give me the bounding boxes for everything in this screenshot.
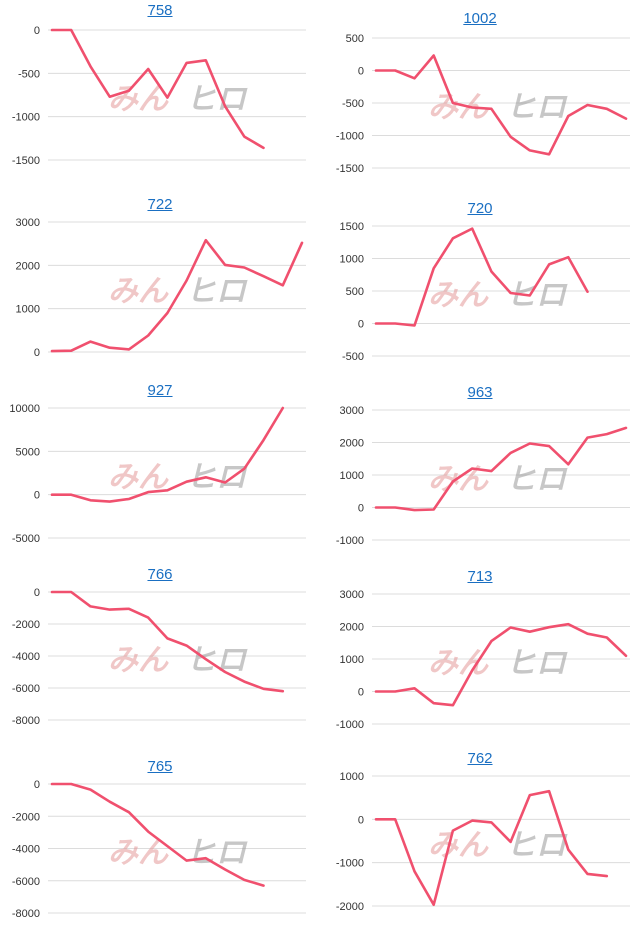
chart-title-link[interactable]: 713 <box>467 568 493 585</box>
y-tick-label: -1000 <box>336 858 364 870</box>
series-line <box>374 227 589 327</box>
chart-title-link[interactable]: 765 <box>147 758 173 775</box>
line-chart: 0 -2000 -4000 -6000 -8000 みん ヒロ <box>12 587 306 727</box>
y-tick-label: -5000 <box>12 533 40 545</box>
y-tick-label: 5000 <box>16 446 40 458</box>
y-tick-label: 1000 <box>340 771 364 783</box>
y-tick-label: 1000 <box>340 470 364 482</box>
y-tick-label: 500 <box>346 33 364 45</box>
chart-title-link[interactable]: 927 <box>147 382 173 399</box>
watermark-logo: ヒロ <box>186 274 248 309</box>
watermark-logo: みん <box>108 82 169 117</box>
chart-title-link[interactable]: 758 <box>147 2 173 19</box>
watermark-logo: ヒロ <box>506 646 568 681</box>
y-tick-label: 0 <box>358 503 364 515</box>
series-line <box>50 590 285 693</box>
line-chart: 3000 2000 1000 0 -1000 みん ヒロ <box>336 589 630 731</box>
y-tick-label: -6000 <box>12 876 40 888</box>
y-tick-label: 0 <box>358 814 364 826</box>
y-tick-label: 500 <box>346 286 364 298</box>
series-line <box>374 789 609 906</box>
series-line <box>50 238 304 353</box>
y-tick-label: -1000 <box>336 131 364 143</box>
y-tick-label: 0 <box>34 490 40 502</box>
y-tick-label: -500 <box>18 68 40 80</box>
y-tick-label: 0 <box>34 587 40 599</box>
y-tick-label: 0 <box>34 25 40 37</box>
y-tick-label: 3000 <box>340 405 364 417</box>
y-tick-label: -8000 <box>12 715 40 727</box>
y-tick-label: -4000 <box>12 844 40 856</box>
watermark-logo: みん <box>108 836 169 871</box>
watermark-logo: みん <box>108 274 169 309</box>
series-line <box>374 622 628 707</box>
y-tick-label: -1000 <box>336 535 364 547</box>
series-line <box>50 782 265 887</box>
y-tick-label: 10000 <box>9 403 40 415</box>
y-tick-label: 0 <box>34 779 40 791</box>
watermark-logo: みん <box>108 460 169 495</box>
watermark-logo: ヒロ <box>186 460 248 495</box>
line-chart: 10000 5000 0 -5000 みん ヒロ <box>9 403 306 545</box>
chart-title-link[interactable]: 762 <box>467 750 493 767</box>
y-tick-label: 3000 <box>16 217 40 229</box>
y-tick-label: -1500 <box>336 163 364 175</box>
y-tick-label: -2000 <box>12 811 40 823</box>
chart-title-link[interactable]: 1002 <box>463 10 497 27</box>
line-chart: 1000 0 -1000 -2000 みん ヒロ <box>336 771 630 913</box>
chart-title-link[interactable]: 720 <box>467 200 493 217</box>
y-tick-label: -4000 <box>12 651 40 663</box>
watermark-logo: ヒロ <box>506 462 568 497</box>
line-chart: 3000 2000 1000 0 -1000 みん ヒロ <box>336 405 630 547</box>
y-tick-label: 0 <box>358 66 364 78</box>
y-tick-label: -6000 <box>12 683 40 695</box>
y-tick-label: 1000 <box>16 304 40 316</box>
y-tick-label: 2000 <box>16 260 40 272</box>
chart-title-link[interactable]: 963 <box>467 384 493 401</box>
y-tick-label: 0 <box>34 347 40 359</box>
y-tick-label: 0 <box>358 687 364 699</box>
y-tick-label: -1000 <box>336 719 364 731</box>
y-tick-label: -2000 <box>336 901 364 913</box>
watermark-logo: みん <box>428 278 489 313</box>
y-tick-label: 0 <box>358 319 364 331</box>
line-chart: 3000 2000 1000 0 みん ヒロ <box>16 217 306 359</box>
y-tick-label: -1000 <box>12 112 40 124</box>
watermark-logo: ヒロ <box>186 643 248 678</box>
chart-title-link[interactable]: 766 <box>147 566 173 583</box>
watermark-logo: ヒロ <box>506 828 568 863</box>
y-tick-label: -1500 <box>12 155 40 167</box>
y-tick-label: 1500 <box>340 221 364 233</box>
y-tick-label: -8000 <box>12 908 40 920</box>
watermark-logo: みん <box>428 646 489 681</box>
series-line <box>50 28 265 150</box>
y-tick-label: 2000 <box>340 438 364 450</box>
watermark-logo: ヒロ <box>506 90 568 125</box>
y-tick-label: 1000 <box>340 654 364 666</box>
y-tick-label: 2000 <box>340 622 364 634</box>
y-tick-label: -500 <box>342 98 364 110</box>
y-tick-label: -2000 <box>12 619 40 631</box>
series-line <box>374 426 628 512</box>
y-tick-label: 1000 <box>340 254 364 266</box>
watermark-logo: みん <box>428 462 489 497</box>
y-tick-label: -500 <box>342 351 364 363</box>
series-line <box>374 54 628 156</box>
watermark-logo: みん <box>108 643 169 678</box>
chart-title-link[interactable]: 722 <box>147 196 173 213</box>
y-tick-label: 3000 <box>340 589 364 601</box>
series-line <box>50 406 285 503</box>
watermark-logo: みん <box>428 828 489 863</box>
